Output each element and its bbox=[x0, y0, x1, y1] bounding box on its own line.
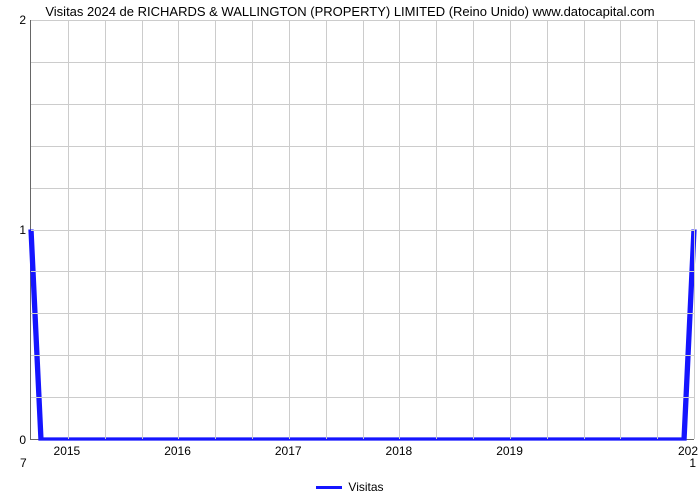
plot-box bbox=[30, 20, 694, 440]
xtick-label: 2019 bbox=[496, 444, 523, 458]
gridline-x bbox=[547, 20, 548, 439]
corner-bottom-right: 1 bbox=[689, 456, 696, 470]
gridline-x bbox=[620, 20, 621, 439]
gridline-x bbox=[399, 20, 400, 439]
gridline-x bbox=[289, 20, 290, 439]
plot-area: 7 1 01220152016201720182019202 bbox=[30, 20, 694, 440]
gridline-x bbox=[510, 20, 511, 439]
xtick-label: 2017 bbox=[275, 444, 302, 458]
xtick-label: 2016 bbox=[164, 444, 191, 458]
gridline-x bbox=[436, 20, 437, 439]
legend: Visitas bbox=[0, 480, 700, 494]
corner-bottom-left: 7 bbox=[20, 456, 27, 470]
xtick-label: 202 bbox=[678, 444, 698, 458]
ytick-label: 0 bbox=[6, 433, 26, 447]
gridline-x bbox=[142, 20, 143, 439]
legend-swatch bbox=[316, 486, 342, 489]
gridline-x bbox=[584, 20, 585, 439]
ytick-label: 2 bbox=[6, 13, 26, 27]
gridline-x bbox=[473, 20, 474, 439]
chart-title: Visitas 2024 de RICHARDS & WALLINGTON (P… bbox=[0, 4, 700, 19]
gridline-x bbox=[215, 20, 216, 439]
xtick-label: 2018 bbox=[386, 444, 413, 458]
legend-label: Visitas bbox=[348, 480, 383, 494]
gridline-x bbox=[326, 20, 327, 439]
gridline-x bbox=[68, 20, 69, 439]
gridline-x bbox=[178, 20, 179, 439]
gridline-x bbox=[657, 20, 658, 439]
ytick-label: 1 bbox=[6, 223, 26, 237]
gridline-x bbox=[252, 20, 253, 439]
gridline-x bbox=[694, 20, 695, 439]
gridline-x bbox=[105, 20, 106, 439]
gridline-x bbox=[363, 20, 364, 439]
xtick-label: 2015 bbox=[54, 444, 81, 458]
